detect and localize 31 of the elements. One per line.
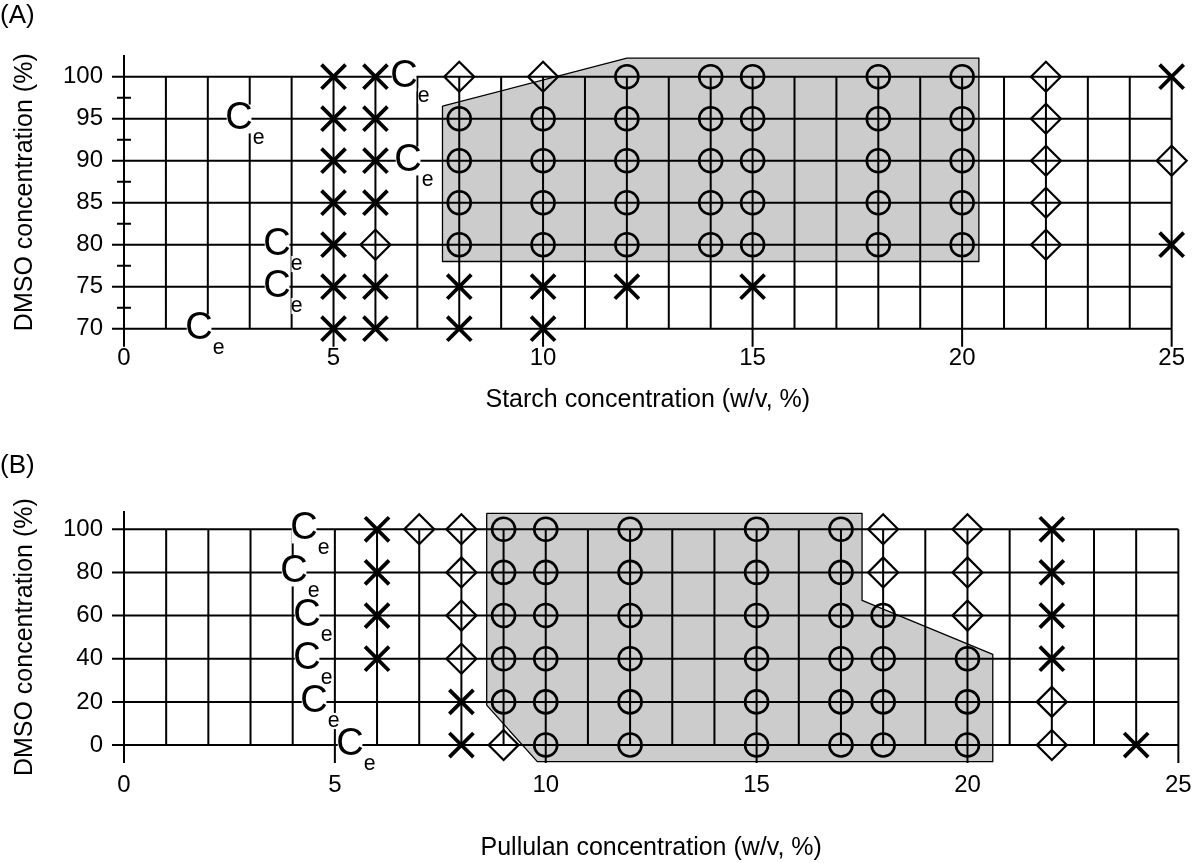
y-axis-title: DMSO concentration (%) <box>8 53 37 332</box>
x-tick-label: 10 <box>532 769 560 797</box>
y-tick-label: 0 <box>89 729 103 757</box>
x-tick-label: 0 <box>117 342 131 370</box>
x-tick-label: 25 <box>1165 769 1192 797</box>
x-tick-label: 5 <box>326 342 341 370</box>
y-tick-label: 70 <box>76 313 103 341</box>
x-tick-label: 20 <box>954 769 981 797</box>
y-tick-label: 80 <box>76 229 103 257</box>
y-axis-title: DMSO concentration (%) <box>8 498 37 777</box>
y-tick-label: 40 <box>76 643 103 671</box>
x-tick-label: 10 <box>529 342 557 370</box>
x-tick-label: 25 <box>1158 342 1185 370</box>
y-tick-label: 85 <box>76 187 103 215</box>
chart-title: (B) <box>0 449 35 480</box>
y-tick-label: 90 <box>76 145 103 173</box>
y-tick-label: 100 <box>62 513 103 541</box>
x-axis-title: Pullulan concentration (w/v, %) <box>480 831 822 860</box>
y-tick-label: 75 <box>76 271 103 299</box>
x-tick-label: 15 <box>743 769 770 797</box>
y-tick-label: 60 <box>76 600 103 628</box>
x-axis-title: Starch concentration (w/v, %) <box>485 383 811 412</box>
y-tick-label: 20 <box>76 686 103 714</box>
x-tick-label: 0 <box>117 769 131 797</box>
y-tick-label: 100 <box>62 61 103 89</box>
x-tick-label: 20 <box>948 342 976 370</box>
y-tick-label: 95 <box>76 103 103 131</box>
x-tick-label: 5 <box>328 769 342 797</box>
x-tick-label: 15 <box>739 342 766 370</box>
y-tick-label: 80 <box>76 557 103 585</box>
chart-title: (A) <box>0 0 35 29</box>
